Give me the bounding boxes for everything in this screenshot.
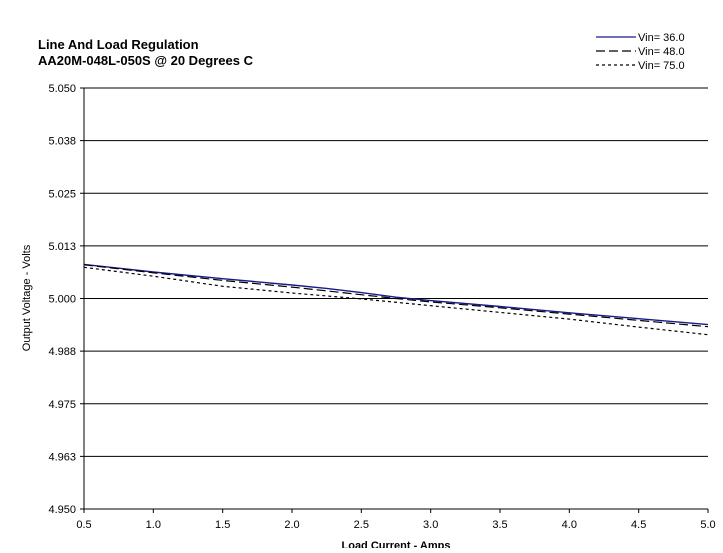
- x-tick-label: 2.0: [284, 519, 299, 531]
- x-tick-label: 3.5: [492, 519, 507, 531]
- y-tick-label: 5.000: [48, 294, 76, 306]
- x-axis-label: Load Current - Amps: [342, 540, 451, 548]
- y-tick-label: 4.988: [48, 346, 76, 358]
- x-tick-label: 5.0: [700, 519, 715, 531]
- series-lines: [83, 263, 709, 336]
- gridlines: [84, 87, 708, 457]
- y-tick-label: 4.975: [48, 399, 76, 411]
- x-tick-label: 3.0: [423, 519, 438, 531]
- legend-label-3: Vin= 75.0: [638, 60, 685, 72]
- legend-label-1: Vin= 36.0: [638, 32, 685, 44]
- x-tick-label: 1.5: [215, 519, 230, 531]
- series-line-1: [83, 263, 709, 326]
- x-tick-label: 4.5: [631, 519, 646, 531]
- x-tick-label: 2.5: [354, 519, 369, 531]
- x-axis-ticks: 0.5 1.0 1.5 2.0 2.5 3.0 3.5 4.0 4.5 5.0: [76, 509, 716, 531]
- series-line-3: [83, 266, 709, 336]
- y-axis-ticks: 4.950 4.963 4.975 4.988 5.000 5.013 5.025 5.038…: [48, 83, 84, 516]
- y-axis-label: Output Voltage - Volts: [21, 244, 33, 351]
- chart-title-line-2: AA20M-048L-050S @ 20 Degrees C: [38, 53, 254, 68]
- series-line-2: [83, 264, 709, 328]
- y-tick-label: 4.950: [48, 504, 76, 516]
- chart-title-line-1: Line And Load Regulation: [38, 37, 199, 52]
- y-tick-label: 5.050: [48, 83, 76, 95]
- x-tick-label: 4.0: [562, 519, 577, 531]
- y-tick-label: 5.038: [48, 136, 76, 148]
- legend: Vin= 36.0 Vin= 48.0 Vin= 75.0: [596, 32, 685, 72]
- y-tick-label: 5.025: [48, 188, 76, 200]
- x-tick-label: 0.5: [76, 519, 91, 531]
- y-tick-label: 5.013: [48, 241, 76, 253]
- legend-label-2: Vin= 48.0: [638, 46, 685, 58]
- y-tick-label: 4.963: [48, 451, 76, 463]
- x-tick-label: 1.0: [146, 519, 161, 531]
